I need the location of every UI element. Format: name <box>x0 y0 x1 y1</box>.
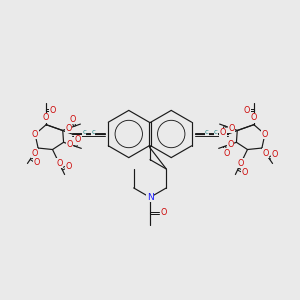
Text: O: O <box>75 135 81 144</box>
Text: O: O <box>272 150 278 159</box>
Text: O: O <box>43 113 49 122</box>
Text: O: O <box>244 106 250 115</box>
Text: O: O <box>66 140 73 149</box>
Text: O: O <box>65 124 72 133</box>
Text: O: O <box>241 168 248 177</box>
Text: O: O <box>224 148 230 158</box>
Text: O: O <box>238 159 244 168</box>
Text: c: c <box>214 130 218 136</box>
Text: O: O <box>33 158 40 167</box>
Text: c: c <box>91 130 95 136</box>
Text: O: O <box>65 162 71 171</box>
Text: O: O <box>220 128 226 137</box>
Text: N: N <box>147 193 153 202</box>
Text: c: c <box>205 130 209 136</box>
Text: O: O <box>56 159 62 168</box>
Text: O: O <box>160 208 167 217</box>
Text: O: O <box>50 106 56 115</box>
Text: O: O <box>227 140 234 149</box>
Text: c: c <box>82 130 86 136</box>
Text: O: O <box>69 115 76 124</box>
Text: O: O <box>31 149 38 158</box>
Text: O: O <box>262 130 268 139</box>
Text: O: O <box>251 113 257 122</box>
Text: O: O <box>228 124 235 133</box>
Text: O: O <box>32 130 38 139</box>
Text: O: O <box>262 149 269 158</box>
